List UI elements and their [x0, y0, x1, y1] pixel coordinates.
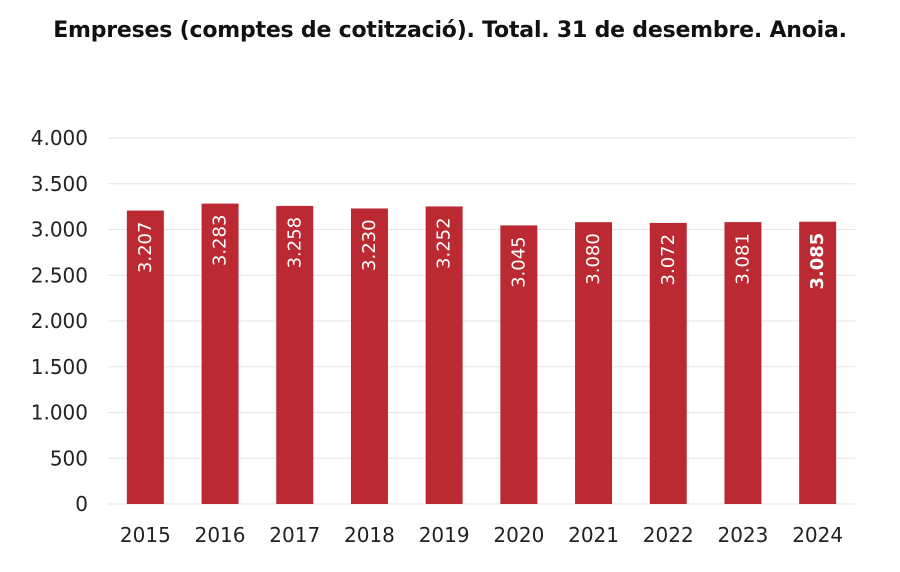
bar [425, 206, 463, 504]
x-tick-label: 2022 [643, 523, 694, 547]
y-tick-label: 4.000 [31, 126, 88, 150]
x-tick-label: 2017 [269, 523, 320, 547]
bar [126, 210, 164, 504]
bar [649, 222, 687, 505]
y-tick-label: 3.500 [31, 172, 88, 196]
x-tick-label: 2024 [792, 523, 843, 547]
bar-value-label: 3.207 [135, 222, 156, 274]
bar [500, 225, 538, 504]
x-tick-label: 2016 [195, 523, 246, 547]
bar-value-label: 3.283 [210, 215, 231, 267]
chart-title: Empreses (comptes de cotització). Total.… [53, 18, 847, 43]
x-axis-ticks: 2015 2016 2017 2018 2019 2020 2021 2022 2023 2024 [120, 523, 843, 547]
x-tick-label: 2015 [120, 523, 171, 547]
x-tick-label: 2020 [493, 523, 544, 547]
bar [276, 205, 314, 504]
y-axis-ticks: 0 500 1.000 1.500 2.000 2.500 3.000 3.500 4.000 [31, 126, 88, 516]
y-tick-label: 0 [75, 492, 88, 516]
x-tick-label: 2018 [344, 523, 395, 547]
bar [799, 221, 837, 504]
bar-value-label: 3.230 [359, 219, 380, 271]
bar-value-label: 3.080 [583, 233, 604, 285]
y-tick-label: 3.000 [31, 218, 88, 242]
bars: 3.207 3.283 3.258 3.230 3.252 3.045 3.080 3.072… [126, 203, 837, 505]
bar [724, 222, 762, 504]
bar-value-label: 3.252 [434, 217, 455, 269]
y-tick-label: 1.000 [31, 401, 88, 425]
bar-value-label: 3.258 [284, 217, 305, 269]
bar-value-label: 3.085 [807, 233, 828, 290]
bar-value-label: 3.081 [732, 233, 753, 285]
bar-value-label: 3.072 [658, 234, 679, 286]
y-tick-label: 2.000 [31, 309, 88, 333]
bar [350, 208, 388, 504]
x-tick-label: 2021 [568, 523, 619, 547]
bar-value-label: 3.045 [508, 236, 529, 288]
bar [575, 222, 613, 504]
y-tick-label: 1.500 [31, 355, 88, 379]
x-tick-label: 2019 [419, 523, 470, 547]
y-tick-label: 500 [50, 446, 88, 470]
bar [201, 203, 239, 504]
y-tick-label: 2.500 [31, 263, 88, 287]
x-tick-label: 2023 [717, 523, 768, 547]
